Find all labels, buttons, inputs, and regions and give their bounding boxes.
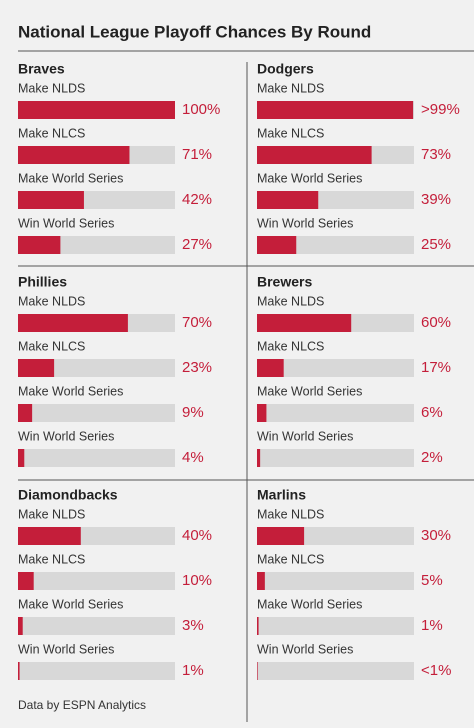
bar [257,236,297,254]
category-label: Win World Series [18,642,114,656]
bar [18,101,175,119]
bar [18,314,128,332]
value-label: 17% [421,359,451,376]
bar-track [257,404,414,422]
bar-track [257,449,414,467]
value-label: 6% [421,404,443,421]
value-label: 30% [421,527,451,544]
value-label: 42% [182,191,212,208]
panel-title: Phillies [18,274,67,290]
bar-track [18,449,175,467]
value-label: 9% [182,404,204,421]
bar [257,572,265,590]
bar-track [18,404,175,422]
category-label: Make NLDS [257,81,324,95]
bar [18,236,61,254]
page-title: National League Playoff Chances By Round [18,22,371,41]
bar-track [257,662,414,680]
category-label: Make NLDS [18,81,85,95]
bar [257,662,258,680]
bar [18,527,81,545]
category-label: Win World Series [18,216,114,230]
bar [257,527,305,545]
category-label: Make NLCS [18,126,85,140]
bar [257,314,352,332]
bar [18,572,34,590]
category-label: Make World Series [257,384,362,398]
value-label: >99% [421,101,460,118]
category-label: Make World Series [257,171,362,185]
bar [18,191,84,209]
value-label: 23% [182,359,212,376]
bar [18,146,130,164]
bar-track [18,359,175,377]
bar [257,191,319,209]
source: Data by ESPN Analytics [18,698,146,712]
category-label: Make NLCS [18,552,85,566]
panel-title: Diamondbacks [18,487,118,503]
value-label: 27% [182,236,212,253]
bar [18,359,55,377]
value-label: 25% [421,236,451,253]
panel-title: Dodgers [257,61,314,77]
panel-title: Brewers [257,274,312,290]
category-label: Win World Series [257,216,353,230]
bar [18,404,33,422]
category-label: Make World Series [257,597,362,611]
bar [257,449,261,467]
value-label: 40% [182,527,212,544]
category-label: Make World Series [18,597,123,611]
value-label: 2% [421,449,443,466]
panel-title: Marlins [257,487,306,503]
bar-track [18,572,175,590]
value-label: 73% [421,146,451,163]
value-label: 4% [182,449,204,466]
value-label: 5% [421,572,443,589]
bar [257,146,372,164]
bar [18,617,23,635]
category-label: Win World Series [257,429,353,443]
panel-title: Braves [18,61,65,77]
bar-track [18,662,175,680]
bar [18,449,25,467]
category-label: Make NLCS [257,552,324,566]
bar [257,359,284,377]
bar [257,404,267,422]
value-label: 39% [421,191,451,208]
value-label: 60% [421,314,451,331]
category-label: Make NLCS [257,339,324,353]
bar-track [18,617,175,635]
bar [257,617,259,635]
value-label: 3% [182,617,204,634]
category-label: Make NLDS [18,294,85,308]
category-label: Make World Series [18,171,123,185]
bar-track [257,359,414,377]
value-label: 71% [182,146,212,163]
category-label: Make World Series [18,384,123,398]
bar-track [257,617,414,635]
category-label: Make NLDS [18,507,85,521]
bar [18,662,20,680]
bar [257,101,414,119]
category-label: Make NLDS [257,507,324,521]
category-label: Make NLDS [257,294,324,308]
category-label: Win World Series [257,642,353,656]
value-label: 100% [182,101,220,118]
value-label: 70% [182,314,212,331]
category-label: Make NLCS [18,339,85,353]
value-label: 1% [421,617,443,634]
value-label: 1% [182,662,204,679]
value-label: <1% [421,662,451,679]
value-label: 10% [182,572,212,589]
category-label: Win World Series [18,429,114,443]
category-label: Make NLCS [257,126,324,140]
bar-track [257,572,414,590]
